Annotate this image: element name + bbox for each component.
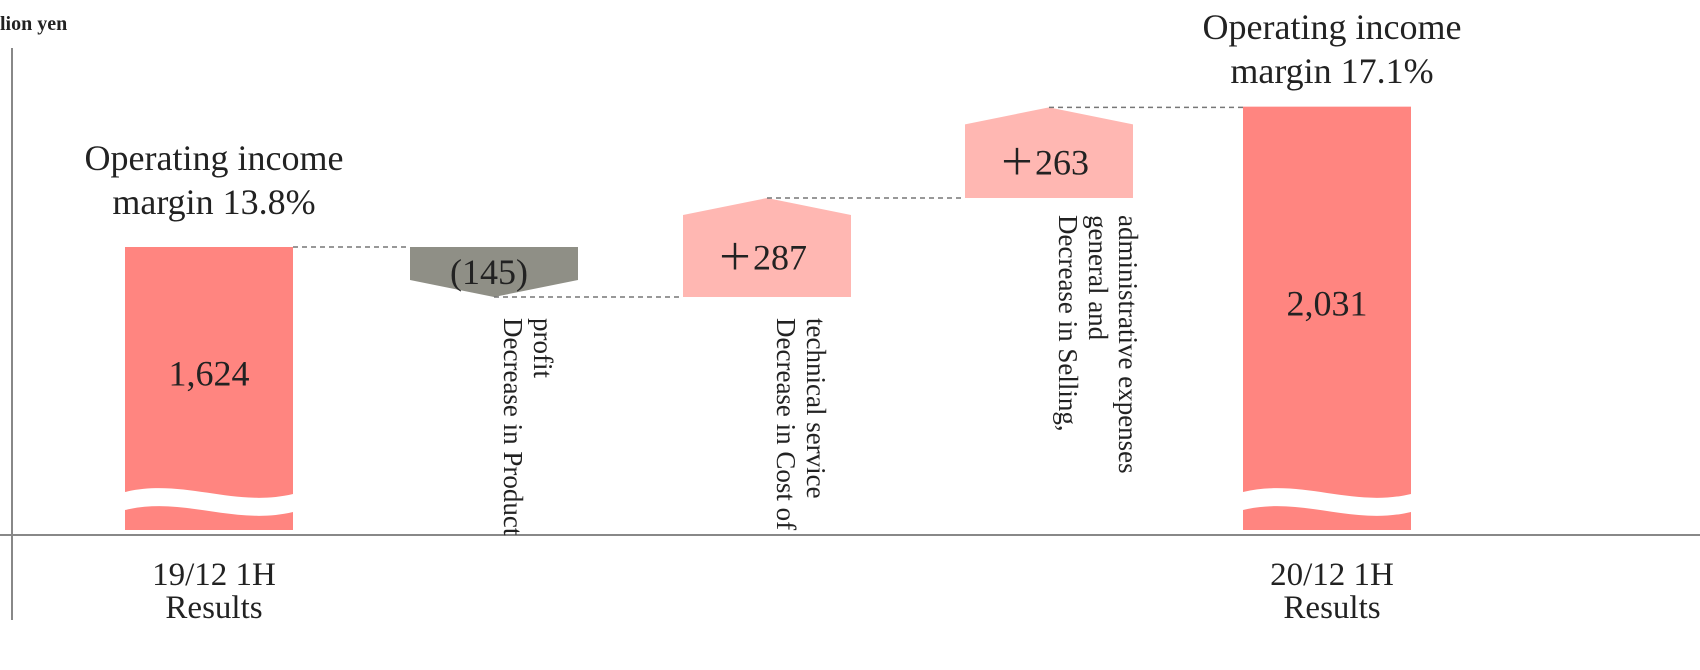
unit-label: lion yen [0,13,67,35]
bar-value-label-4: 2,031 [1287,283,1368,323]
category-label-3: Decrease in Selling,general andadministr… [1053,215,1143,474]
category-label-line-2-0: Decrease in Cost of [771,318,801,530]
bar-value-label-0: 1,624 [169,354,250,394]
axis-break-mark-4 [1243,488,1411,516]
bar-value-label-1: (145) [450,252,528,292]
category-label-line-3-0: Decrease in Selling, [1053,215,1083,432]
category-label-2: Decrease in Cost oftechnical service [771,318,831,530]
category-label-1: Decrease in Productprofit [498,318,558,536]
margin-note-4-0: Operating income [1203,7,1462,47]
bar-total-0 [125,247,293,530]
category-label-line-1-0: Decrease in Product [498,318,528,536]
margin-note-4-1: margin 17.1% [1230,51,1433,91]
bar-decrease-1 [410,247,578,297]
bar-value-label-2: ＋287 [717,238,807,278]
category-label-4-0: 20/12 1H [1270,557,1394,593]
margin-note-0-1: margin 13.8% [112,182,315,222]
bar-increase-3 [965,107,1133,199]
bar-total-4 [1243,106,1411,530]
axis-break-mark-0 [125,488,293,516]
category-label-line-3-2: administrative expenses [1113,215,1143,474]
category-label-line-1-1: profit [528,318,558,378]
margin-note-0-0: Operating income [85,138,344,178]
bar-increase-2 [683,198,851,297]
bar-value-label-3: ＋263 [999,143,1089,183]
category-label-0-0: 19/12 1H [152,557,276,593]
category-label-line-2-1: technical service [801,318,831,499]
category-label-0-1: Results [165,590,262,626]
category-label-line-3-1: general and [1083,215,1113,341]
category-label-4-1: Results [1283,590,1380,626]
